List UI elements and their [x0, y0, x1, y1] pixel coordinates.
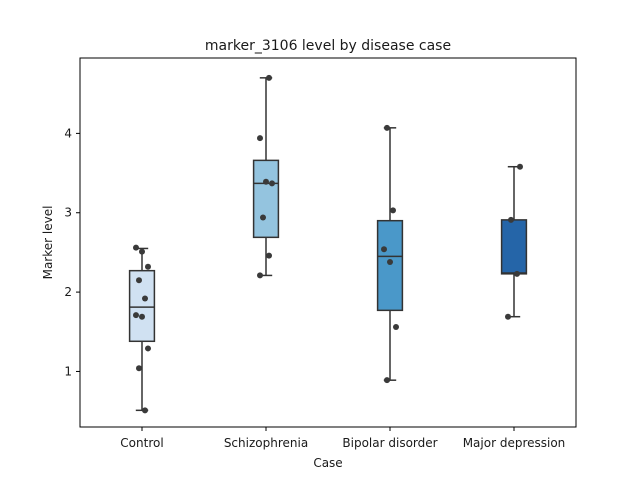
data-point [384, 124, 390, 131]
data-point [266, 74, 272, 81]
box-group-schizophrenia [252, 74, 280, 279]
data-point [381, 246, 387, 253]
data-point [139, 313, 145, 320]
data-point [133, 312, 139, 319]
data-point [145, 263, 151, 270]
data-point [387, 258, 393, 265]
box-iqr [376, 219, 404, 312]
data-point [384, 377, 390, 384]
data-point [257, 272, 263, 279]
chart-title: marker_3106 level by disease case [205, 38, 451, 54]
data-point [266, 252, 272, 259]
data-point [514, 270, 520, 277]
data-point [260, 214, 266, 221]
data-point [136, 365, 142, 372]
x-tick-label: Schizophrenia [224, 436, 308, 450]
data-point [505, 313, 511, 320]
data-point [390, 207, 396, 214]
box-group-major-depression [500, 163, 528, 320]
data-point [517, 163, 523, 170]
y-tick-label: 2 [64, 285, 72, 299]
data-point [269, 180, 275, 187]
data-point [139, 248, 145, 255]
data-point [136, 277, 142, 284]
x-axis-label: Case [313, 456, 342, 470]
box-group-control [128, 244, 156, 414]
data-point [263, 178, 269, 185]
y-tick-label: 1 [64, 364, 72, 378]
box-group-bipolar-disorder [376, 124, 404, 384]
data-point [142, 295, 148, 302]
y-tick-label: 3 [64, 206, 72, 220]
data-point [393, 324, 399, 331]
x-tick-label: Major depression [463, 436, 566, 450]
data-point [508, 216, 514, 223]
x-tick-label: Control [120, 436, 163, 450]
data-point [142, 407, 148, 414]
data-point [133, 244, 139, 251]
data-point [257, 135, 263, 142]
plot-frame [79, 57, 577, 428]
y-axis-label: Marker level [41, 206, 55, 280]
box-iqr [252, 159, 280, 239]
box-iqr [500, 219, 528, 275]
data-point [145, 345, 151, 352]
y-tick-label: 4 [64, 126, 72, 140]
x-tick-label: Bipolar disorder [342, 436, 437, 450]
box-iqr [128, 269, 156, 343]
